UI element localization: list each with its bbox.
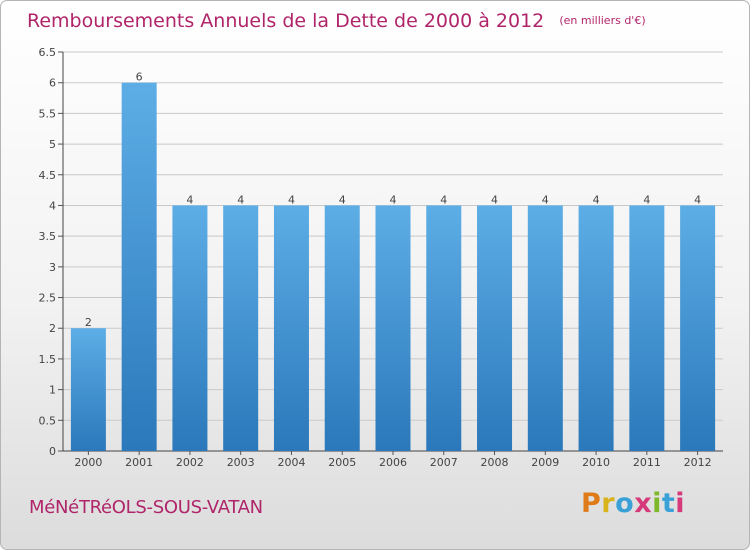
x-tick-labels: 2000 2001 2002 2003 2004 2005 2006 2007 2008 2009…: [74, 456, 711, 469]
title-text: Remboursements Annuels de la Dette de 20…: [27, 10, 545, 32]
x-tick-label: 2004: [277, 456, 305, 469]
y-tick-label: 4: [49, 199, 56, 212]
y-tick-labels: 0 0.5 1 1.5 2 2.5 3 3.5 4 4.5 5 5.5 6 6.5: [39, 46, 57, 458]
logo-letter: x: [634, 488, 653, 519]
y-tick-label: 2.5: [39, 292, 57, 305]
y-tick-label: 4.5: [39, 169, 57, 182]
data-label: 4: [237, 193, 244, 206]
bar-2000[interactable]: [70, 328, 106, 451]
bar-2008[interactable]: [477, 205, 513, 451]
bar-2001[interactable]: [121, 82, 157, 451]
data-label: 4: [643, 193, 650, 206]
bar-2003[interactable]: [223, 205, 259, 451]
logo-letter: i: [652, 488, 662, 519]
unit-text: (en milliers d'€): [559, 14, 646, 27]
x-tick-label: 2005: [328, 456, 356, 469]
x-tick-label: 2000: [74, 456, 102, 469]
x-tick-label: 2003: [227, 456, 255, 469]
data-label: 4: [694, 193, 701, 206]
x-tick-label: 2010: [582, 456, 610, 469]
bars: [70, 82, 716, 451]
x-tick-label: 2011: [633, 456, 661, 469]
y-tick-label: 5: [49, 138, 56, 151]
data-label: 4: [186, 193, 193, 206]
commune-name: MéNéTRéOLS-SOUS-VATAN: [29, 497, 263, 518]
bar-2005[interactable]: [324, 205, 360, 451]
y-tick-label: 6: [49, 77, 56, 90]
y-tick-label: 0.5: [39, 414, 57, 427]
data-label: 4: [593, 193, 600, 206]
chart-title: Remboursements Annuels de la Dette de 20…: [27, 10, 646, 32]
x-tick-label: 2012: [684, 456, 712, 469]
y-tick-label: 6.5: [39, 46, 57, 59]
bar-2010[interactable]: [578, 205, 614, 451]
logo-letter: P: [581, 488, 602, 519]
bar-2009[interactable]: [527, 205, 563, 451]
logo-letter: t: [661, 488, 676, 519]
logo-letter: o: [615, 488, 635, 519]
bar-2012[interactable]: [680, 205, 716, 451]
x-tick-label: 2009: [531, 456, 559, 469]
bar-2002[interactable]: [172, 205, 208, 451]
bar-2004[interactable]: [273, 205, 309, 451]
logo-letter: r: [601, 488, 616, 519]
y-tick-label: 1: [49, 384, 56, 397]
y-tick-label: 1.5: [39, 353, 57, 366]
x-tick-label: 2001: [125, 456, 153, 469]
data-label: 4: [542, 193, 549, 206]
data-label: 4: [440, 193, 447, 206]
y-tick-label: 0: [49, 445, 56, 458]
data-label: 4: [288, 193, 295, 206]
y-tick-label: 3: [49, 261, 56, 274]
data-label: 4: [390, 193, 397, 206]
data-label: 6: [136, 71, 143, 84]
data-label: 2: [85, 316, 92, 329]
x-tick-label: 2008: [481, 456, 509, 469]
logo-letter: i: [675, 488, 686, 519]
data-label: 4: [491, 193, 498, 206]
bar-2007[interactable]: [426, 205, 462, 451]
bar-2011[interactable]: [629, 205, 665, 451]
y-tick-label: 5.5: [39, 107, 57, 120]
bar-2006[interactable]: [375, 205, 411, 451]
proxiti-logo[interactable]: Proxiti: [581, 488, 685, 519]
x-tick-label: 2002: [176, 456, 204, 469]
data-labels: 2 6 4 4 4 4 4 4 4 4 4 4 4: [85, 71, 701, 330]
y-tick-label: 3.5: [39, 230, 57, 243]
y-tick-label: 2: [49, 322, 56, 335]
x-tick-label: 2006: [379, 456, 407, 469]
x-tick-label: 2007: [430, 456, 458, 469]
data-label: 4: [339, 193, 346, 206]
